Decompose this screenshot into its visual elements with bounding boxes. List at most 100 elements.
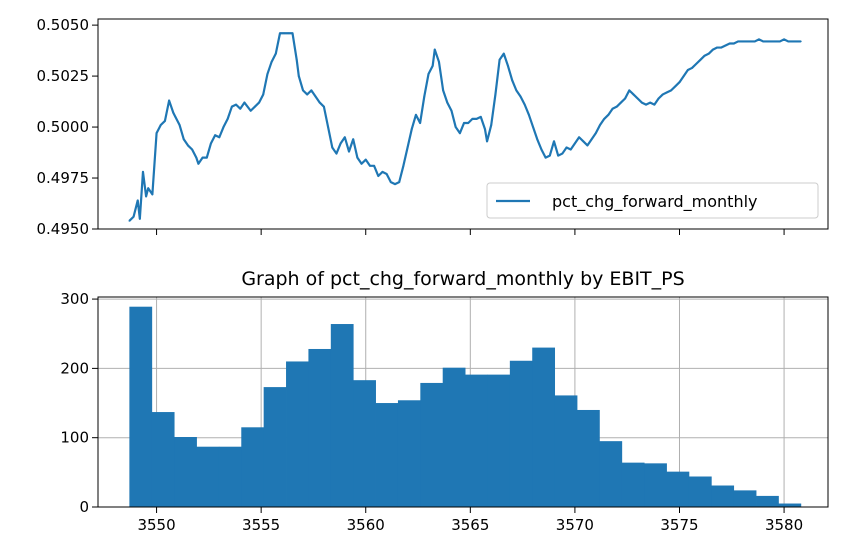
histogram-bar: [308, 348, 332, 507]
histogram-bar: [577, 409, 600, 507]
line-data-point: [674, 85, 677, 88]
line-data-point: [343, 136, 346, 139]
line-data-point: [536, 138, 539, 141]
line-data-point: [427, 73, 430, 75]
histogram-bar: [621, 462, 645, 507]
histogram-x-tick-label: 3560: [347, 516, 385, 534]
histogram-bar: [666, 471, 690, 507]
line-data-point: [369, 164, 371, 167]
line-data-point: [695, 62, 698, 65]
line-data-point: [235, 103, 237, 106]
line-data-point: [249, 109, 252, 112]
line-data-point: [262, 93, 265, 96]
line-data-point: [402, 164, 405, 167]
line-data-point: [331, 146, 334, 149]
line-plot-frame: [97, 18, 829, 230]
line-data-point: [724, 44, 727, 47]
line-data-point: [159, 124, 162, 126]
line-data-point: [258, 101, 260, 104]
legend-label: pct_chg_forward_monthly: [552, 192, 758, 212]
line-data-point: [691, 67, 693, 69]
line-data-point: [774, 40, 777, 43]
line-data-point: [507, 64, 509, 67]
line-data-point: [787, 40, 790, 43]
line-data-point: [511, 79, 514, 82]
line-data-point: [205, 156, 208, 159]
line-y-tick-label: 0.5050: [37, 16, 90, 34]
histogram-bar: [330, 324, 354, 507]
line-data-point: [502, 52, 505, 55]
line-data-point: [433, 48, 436, 51]
histogram-y-tick-label: 300: [60, 290, 89, 308]
line-data-point: [410, 128, 413, 131]
histogram-bar: [756, 495, 779, 507]
line-data-point: [699, 58, 702, 61]
line-data-point: [615, 105, 618, 108]
line-data-point: [302, 89, 304, 92]
line-data-point: [174, 115, 177, 118]
histogram-x-tick-label: 3570: [556, 516, 594, 534]
line-data-point: [454, 126, 457, 128]
histogram-bar: [375, 403, 399, 507]
histogram-bar: [554, 395, 578, 507]
line-data-point: [682, 75, 685, 77]
line-data-point: [620, 101, 622, 104]
line-data-point: [716, 46, 719, 49]
line-data-point: [778, 40, 781, 43]
line-data-point: [783, 38, 785, 41]
line-data-points: [128, 32, 802, 222]
line-data-point: [649, 101, 652, 104]
line-data-point: [136, 199, 139, 202]
line-data-point: [624, 97, 627, 100]
line-y-tick-label: 0.5000: [37, 118, 90, 136]
line-data-point: [168, 99, 171, 102]
histogram-bar: [644, 463, 667, 507]
line-data-point: [686, 69, 689, 71]
line-data-point: [628, 89, 631, 92]
line-data-point: [306, 93, 309, 96]
line-data-point: [327, 126, 329, 128]
line-data-point: [553, 140, 555, 143]
line-data-point: [737, 40, 739, 43]
line-data-point: [603, 118, 606, 120]
line-data-point: [467, 122, 470, 124]
histogram-bar: [241, 427, 265, 507]
histogram-bar: [286, 361, 309, 507]
line-data-point: [210, 142, 212, 145]
line-data-point: [753, 40, 756, 43]
line-data-point: [458, 132, 461, 135]
histogram-y-tick-label: 100: [60, 429, 89, 447]
line-data-point: [670, 89, 673, 92]
line-data-point: [494, 93, 497, 96]
histogram-x-tick-label: 3580: [765, 516, 803, 534]
line-data-point: [728, 42, 731, 45]
line-data-point: [270, 60, 273, 63]
line-data-point: [291, 32, 294, 35]
line-data-point: [741, 40, 744, 43]
line-y-tick-label: 0.4975: [37, 169, 90, 187]
line-data-point: [151, 193, 154, 196]
histogram-x-tick-label: 3575: [660, 516, 698, 534]
line-data-point: [178, 124, 181, 126]
line-data-point: [758, 38, 760, 41]
line-data-point: [283, 32, 286, 35]
line-data-point: [230, 105, 233, 108]
line-data-point: [471, 118, 474, 120]
line-data-point: [479, 115, 482, 118]
line-data-point: [557, 154, 560, 157]
line-data-point: [335, 152, 338, 155]
histogram-bar: [397, 400, 421, 507]
line-data-point: [548, 154, 551, 157]
line-data-point: [339, 142, 342, 145]
line-data-point: [498, 58, 501, 61]
histogram-plot-frame: [97, 296, 829, 508]
histogram-bar: [532, 347, 556, 507]
line-data-point: [607, 113, 610, 116]
histogram-bar: [711, 485, 735, 507]
line-data-point: [463, 122, 465, 124]
line-data-point: [314, 95, 317, 98]
histogram-bar: [218, 446, 242, 507]
line-data-point: [799, 40, 802, 43]
line-data-point: [438, 60, 440, 63]
line-data-point: [373, 164, 375, 167]
